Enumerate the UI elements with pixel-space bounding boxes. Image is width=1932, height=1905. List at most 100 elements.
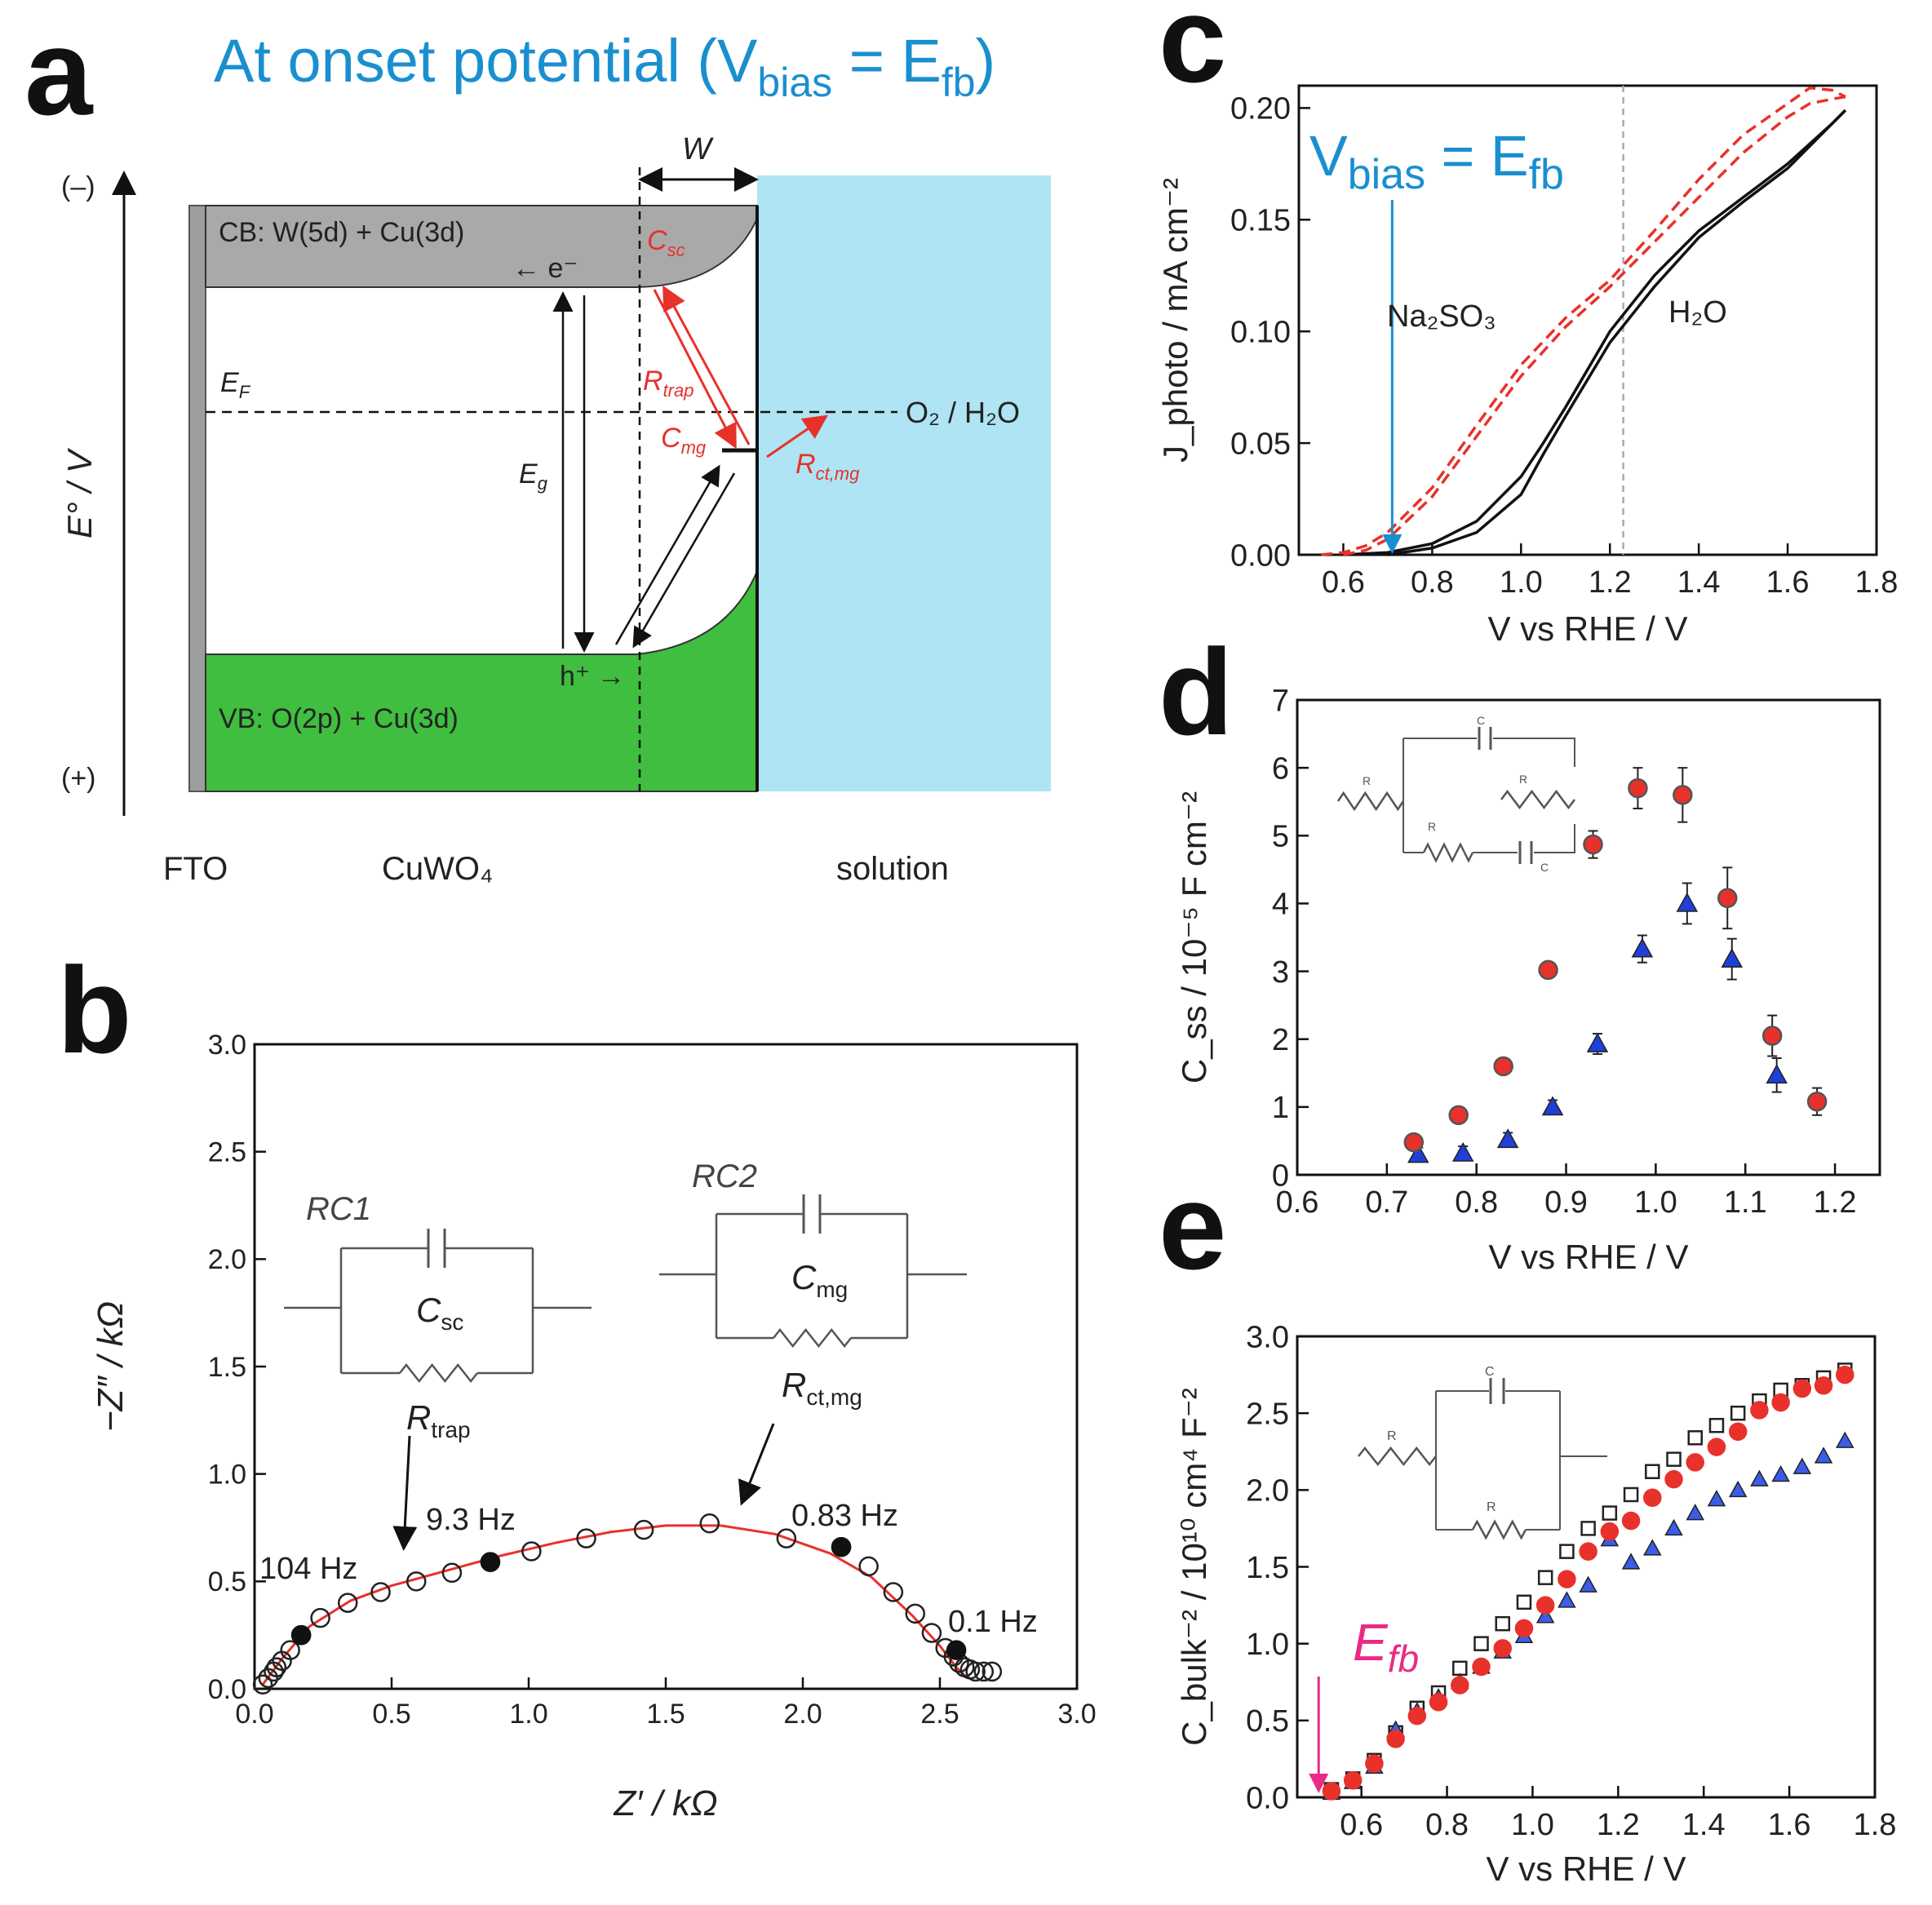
y-tick-label: 2.5	[208, 1137, 246, 1168]
x-tick-label: 1.5	[646, 1699, 685, 1730]
y-tick-label: 1.0	[208, 1460, 246, 1491]
data-point-circle	[1814, 1376, 1833, 1395]
data-point-circle	[1717, 888, 1738, 909]
data-point-circle	[1451, 1676, 1469, 1695]
fto-layer	[188, 205, 206, 792]
x-tick-label: 0.6	[1322, 565, 1365, 600]
inset-resistor-rs	[1336, 791, 1405, 812]
y-tick-label: 5	[1272, 820, 1289, 854]
y-tick-label: 2.0	[208, 1244, 246, 1275]
data-point-circle	[1407, 1706, 1427, 1726]
rc2-c-label: Cmg	[791, 1258, 848, 1302]
x-tick-label: 1.2	[1589, 565, 1632, 600]
redox-label: O₂ / H₂O	[906, 396, 1020, 429]
ct-arrow	[766, 414, 828, 459]
data-point-circle	[1429, 1692, 1448, 1712]
data-point-triangle	[1579, 1575, 1597, 1593]
inset-label-rtrap: R	[1428, 820, 1436, 833]
x-tick-label: 0.0	[235, 1699, 273, 1730]
data-point-triangle	[1707, 1490, 1726, 1507]
x-axis-label: V vs RHE / V	[1486, 1850, 1686, 1888]
data-point-open	[973, 1661, 995, 1682]
panel-a-title: At onset potential (Vbias = Efb)	[214, 27, 995, 105]
y-tick-label: 1.0	[1246, 1628, 1289, 1662]
inset-resistor-rs	[1358, 1446, 1437, 1467]
data-point-triangle	[1771, 1464, 1790, 1482]
data-point-square	[1473, 1636, 1489, 1651]
data-point-triangle	[1721, 948, 1744, 968]
data-point-filled	[946, 1640, 967, 1660]
data-point-circle	[1792, 1379, 1812, 1398]
data-point-circle	[1806, 1091, 1828, 1112]
panel-a: a At onset potential (Vbias = Efb) (–) (…	[24, 3, 1051, 887]
data-point-open	[310, 1607, 330, 1628]
data-point-circle	[1583, 834, 1603, 855]
data-point-open	[576, 1528, 596, 1548]
inset-label-rs: R	[1387, 1429, 1397, 1443]
freq-label-9: 9.3 Hz	[426, 1503, 516, 1537]
data-point-triangle	[1586, 1032, 1609, 1052]
data-point-circle	[1686, 1453, 1704, 1472]
freq-label-01: 0.1 Hz	[948, 1605, 1038, 1639]
data-point-triangle	[1686, 1504, 1705, 1521]
y-tick-label: 3.0	[1246, 1320, 1289, 1354]
data-point-triangle	[1836, 1431, 1854, 1448]
data-point-triangle	[1792, 1457, 1812, 1474]
y-tick-label: 0.0	[208, 1674, 246, 1705]
data-point-square	[1537, 1570, 1553, 1585]
inset-resistor-ct	[1500, 789, 1575, 810]
axis-plus: (+)	[61, 763, 96, 794]
data-point-triangle	[1631, 937, 1654, 958]
data-point-open	[266, 1657, 287, 1677]
x-tick-label: 1.8	[1855, 565, 1899, 600]
x-tick-label: 2.0	[783, 1699, 822, 1730]
y-tick-label: 0.20	[1230, 92, 1291, 126]
data-point-open	[858, 1556, 879, 1577]
inset-resistor-ct	[1471, 1519, 1527, 1540]
data-point-circle	[1365, 1754, 1384, 1773]
x-tick-label: 0.5	[372, 1699, 410, 1730]
y-tick-label: 0.5	[1246, 1704, 1289, 1739]
plot-frame	[1296, 698, 1881, 1176]
data-point-circle	[1707, 1438, 1726, 1456]
data-point-circle	[1514, 1619, 1534, 1638]
data-point-open	[633, 1519, 654, 1540]
data-point-circle	[1535, 1596, 1555, 1615]
x-tick-label: 1.4	[1677, 565, 1721, 600]
data-point-circle	[1643, 1488, 1662, 1507]
data-point-triangle	[1535, 1606, 1555, 1624]
ef-label: EF	[220, 367, 251, 402]
data-point-circle	[1750, 1401, 1769, 1420]
rc1-resistor	[399, 1362, 478, 1384]
data-point-square	[1495, 1615, 1510, 1632]
electron-label: ← e⁻	[512, 253, 578, 284]
inset-label-css: C	[1540, 861, 1549, 874]
fit-line	[261, 1524, 968, 1686]
valence-band	[205, 570, 758, 792]
x-tick-label: 0.9	[1544, 1185, 1588, 1220]
panel-label-a: a	[24, 3, 94, 140]
data-point-triangle	[1496, 1128, 1519, 1149]
panel-label-c: c	[1159, 0, 1226, 108]
axis-minus: (–)	[61, 171, 95, 202]
x-tick-label: 1.0	[509, 1699, 547, 1730]
rc1-label: RC1	[306, 1191, 371, 1227]
y-tick-label: 4	[1272, 888, 1289, 922]
data-point-triangle	[1750, 1469, 1769, 1486]
panel-label-d: d	[1159, 623, 1234, 760]
data-point-circle	[1579, 1542, 1597, 1561]
h2o-label: H₂O	[1668, 295, 1727, 330]
data-point-circle	[1343, 1771, 1363, 1790]
data-point-circle	[1493, 1056, 1513, 1077]
y-tick-label: 2.0	[1246, 1474, 1289, 1508]
data-point-filled	[831, 1536, 852, 1557]
data-point-circle	[1558, 1570, 1576, 1588]
y-tick-label: 1	[1272, 1091, 1289, 1125]
data-point-square	[1708, 1417, 1725, 1433]
data-point-square	[1666, 1451, 1682, 1467]
data-point-triangle	[1728, 1480, 1748, 1498]
data-point-open	[905, 1603, 926, 1624]
rct-label: Rct,mg	[795, 449, 860, 484]
chart-c: 0.6 0.8 1.0 1.2 1.4 1.6 1.8 0.00 0.05 0.10 0.15 0.2…	[1156, 84, 1899, 648]
